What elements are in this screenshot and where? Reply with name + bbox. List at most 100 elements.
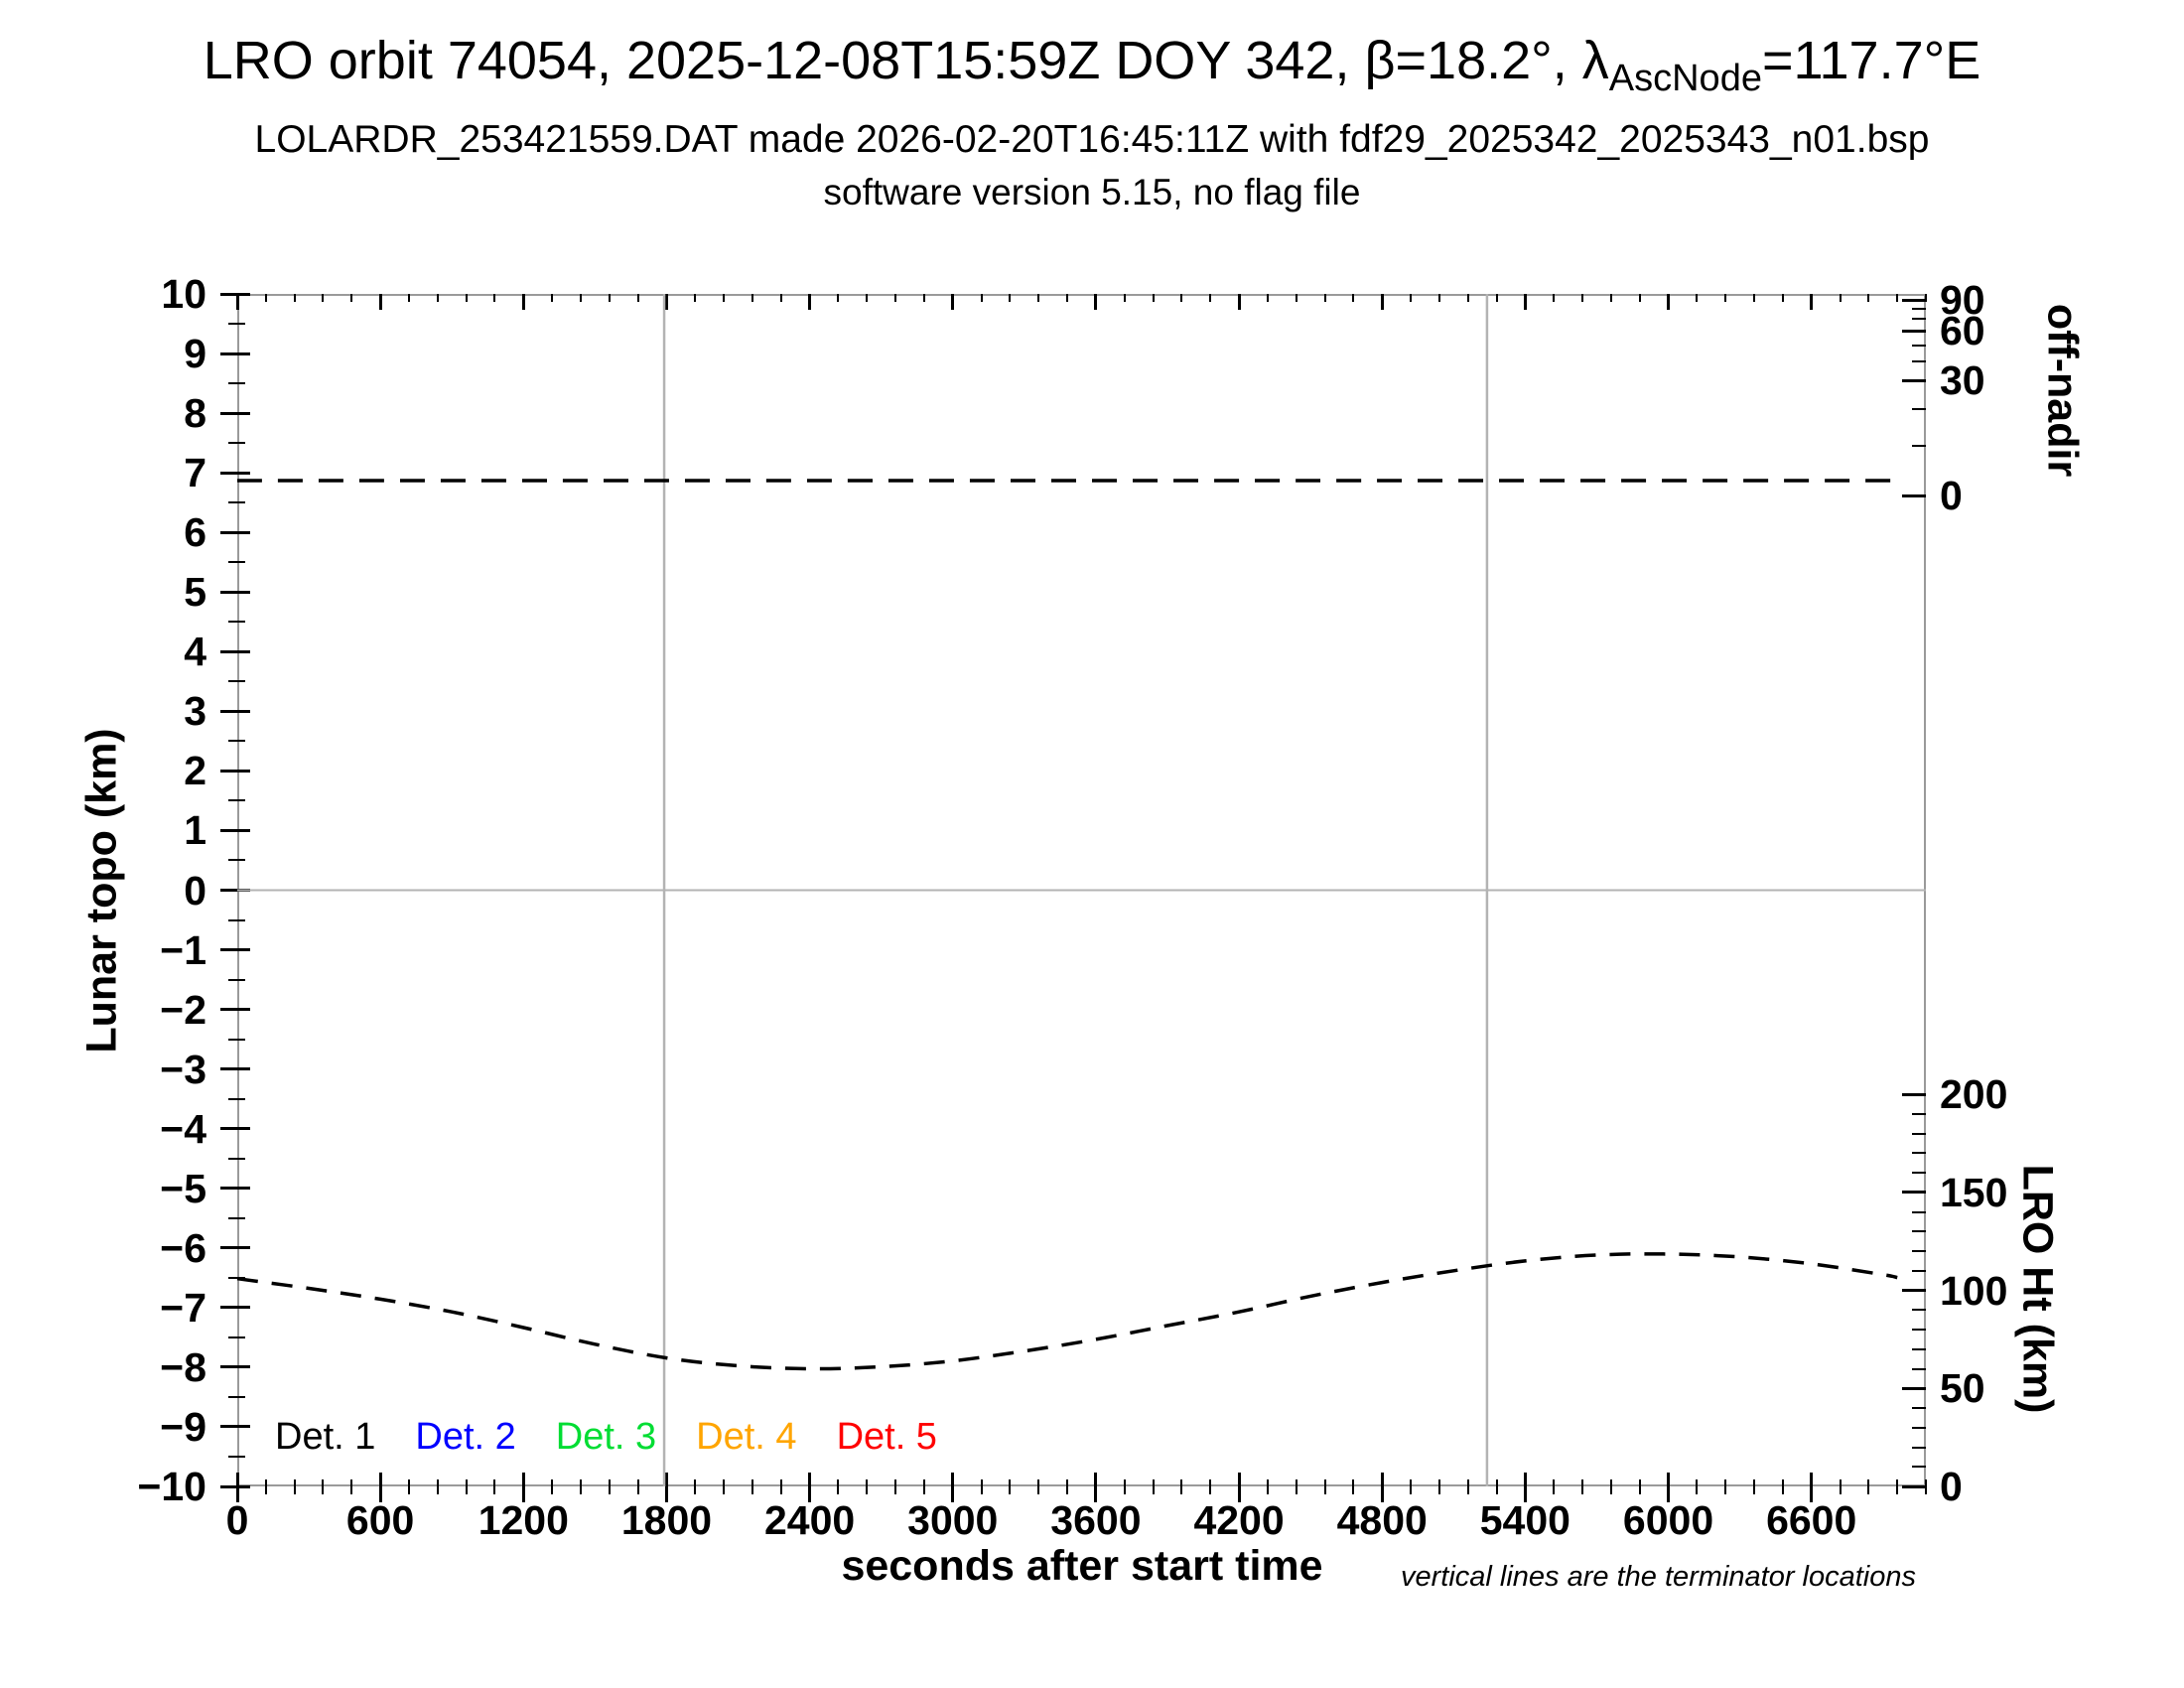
y-left-tick-label: 10 (161, 271, 206, 317)
x-major-tick-top (521, 294, 525, 310)
x-minor-tick-top (723, 294, 726, 302)
off-nadir-tick-label: 30 (1940, 357, 1985, 403)
x-minor-tick-top (1410, 294, 1413, 302)
lro-ht-major-tick (1902, 1289, 1926, 1292)
x-major-tick (1094, 1473, 1098, 1502)
y-left-tick-label: 2 (184, 748, 206, 794)
x-minor-tick (1781, 1479, 1784, 1494)
lro-ht-minor-tick (1912, 1132, 1926, 1135)
y-left-minor-tick (228, 1097, 245, 1100)
x-minor-tick (1724, 1479, 1727, 1494)
x-tick-label: 4200 (1193, 1497, 1285, 1543)
y-left-tick-label: −10 (137, 1464, 206, 1509)
x-tick-label: 4800 (1336, 1497, 1428, 1543)
y-left-minor-tick (228, 323, 245, 326)
off-nadir-minor-tick (1912, 308, 1926, 310)
legend-item-det-1: Det. 1 (275, 1416, 376, 1458)
x-major-tick (951, 1473, 955, 1502)
x-minor-tick-top (636, 294, 639, 302)
x-tick-label: 1200 (478, 1497, 569, 1543)
x-minor-tick (1180, 1479, 1183, 1494)
y-left-tick-label: −9 (160, 1403, 206, 1450)
x-minor-tick (894, 1479, 897, 1494)
y-left-tick-label: 0 (184, 867, 206, 914)
y-left-minor-tick (228, 978, 245, 981)
lro-ht-minor-tick (1912, 1309, 1926, 1312)
x-minor-tick (1066, 1479, 1069, 1494)
y-left-minor-tick (228, 918, 245, 921)
x-minor-tick-top (493, 294, 496, 302)
x-minor-tick (779, 1479, 782, 1494)
y-left-major-tick (220, 1246, 250, 1250)
y-left-minor-tick (228, 1336, 245, 1338)
x-minor-tick-top (1925, 294, 1927, 302)
title-block: LRO orbit 74054, 2025-12-08T15:59Z DOY 3… (0, 30, 2184, 213)
x-minor-tick-top (1839, 294, 1842, 302)
terminator-note: vertical lines are the terminator locati… (1400, 1561, 1916, 1593)
y-left-major-tick (220, 292, 250, 296)
x-minor-tick-top (1266, 294, 1269, 302)
x-minor-tick (293, 1479, 296, 1494)
off-nadir-major-tick (1902, 378, 1926, 382)
lro-ht-minor-tick (1912, 1230, 1926, 1233)
lro-ht-minor-tick (1912, 1347, 1926, 1350)
x-tick-label: 3000 (907, 1497, 999, 1543)
x-minor-tick (1209, 1479, 1212, 1494)
x-minor-tick-top (322, 294, 325, 302)
y-left-minor-tick (228, 442, 245, 445)
x-minor-tick (608, 1479, 611, 1494)
x-minor-tick-top (694, 294, 697, 302)
x-major-tick (1237, 1473, 1241, 1502)
x-minor-tick (1925, 1479, 1927, 1494)
x-major-tick (378, 1473, 382, 1502)
x-major-tick-top (1380, 294, 1384, 310)
legend-item-det-2: Det. 2 (415, 1416, 516, 1458)
x-minor-tick (579, 1479, 582, 1494)
x-minor-tick-top (1066, 294, 1069, 302)
legend-item-det-5: Det. 5 (836, 1416, 937, 1458)
x-minor-tick-top (1180, 294, 1183, 302)
x-minor-tick-top (1609, 294, 1612, 302)
x-minor-tick-top (465, 294, 468, 302)
x-tick-label: 5400 (1479, 1497, 1570, 1543)
plot-title-suffix: =117.7°E (1761, 31, 1981, 90)
y-left-tick-label: 8 (184, 390, 206, 437)
x-minor-tick (1037, 1479, 1040, 1494)
x-minor-tick (1753, 1479, 1756, 1494)
x-major-tick-top (664, 294, 668, 310)
lro-ht-minor-tick (1912, 1367, 1926, 1370)
x-minor-tick (1295, 1479, 1297, 1494)
x-minor-tick (1696, 1479, 1699, 1494)
y-left-minor-tick (228, 1216, 245, 1219)
x-minor-tick-top (1638, 294, 1641, 302)
plot-title-subscript: AscNode (1608, 57, 1762, 99)
y-left-tick-label: 3 (184, 688, 206, 735)
x-tick-label: 6000 (1622, 1497, 1714, 1543)
x-minor-tick-top (579, 294, 582, 302)
y-left-tick-label: 5 (184, 569, 206, 616)
x-minor-tick (1266, 1479, 1269, 1494)
y-left-major-tick (220, 1425, 250, 1429)
y-left-major-tick (220, 411, 250, 415)
x-minor-tick-top (1781, 294, 1784, 302)
x-minor-tick (1495, 1479, 1498, 1494)
x-major-tick-top (1523, 294, 1527, 310)
x-minor-tick-top (1352, 294, 1355, 302)
x-minor-tick-top (1009, 294, 1012, 302)
x-minor-tick-top (1581, 294, 1584, 302)
x-minor-tick-top (264, 294, 267, 302)
y-left-minor-tick (228, 1395, 245, 1398)
x-minor-tick-top (1323, 294, 1326, 302)
y-left-minor-tick (228, 859, 245, 862)
x-minor-tick (1152, 1479, 1155, 1494)
y-left-minor-tick (228, 680, 245, 683)
y-left-major-tick (220, 1365, 250, 1369)
off-nadir-major-tick (1902, 329, 1926, 333)
x-minor-tick-top (980, 294, 983, 302)
x-minor-tick (350, 1479, 353, 1494)
x-minor-tick-top (608, 294, 611, 302)
x-tick-label: 0 (225, 1497, 249, 1543)
x-major-tick (521, 1473, 525, 1502)
x-minor-tick-top (1696, 294, 1699, 302)
